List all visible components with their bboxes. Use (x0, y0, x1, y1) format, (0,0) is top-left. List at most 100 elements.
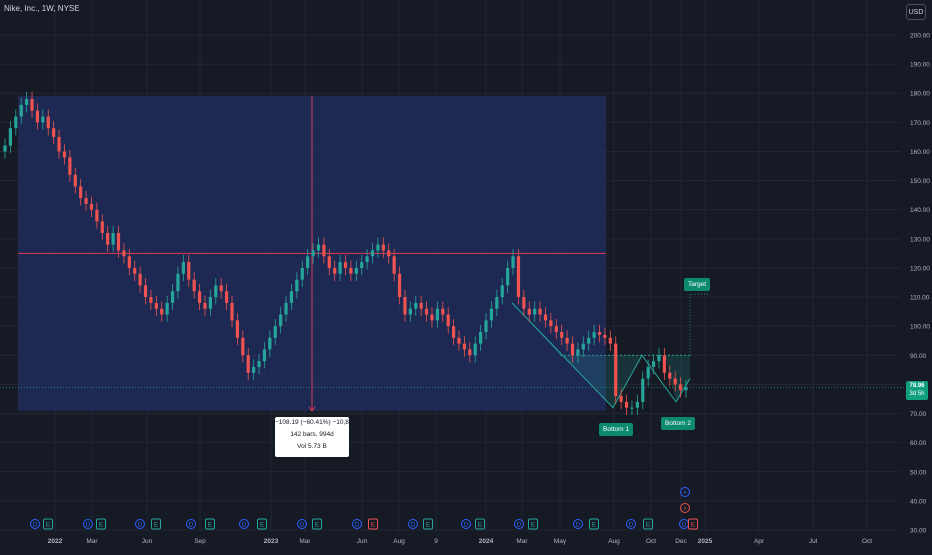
candle (668, 372, 672, 379)
candle (187, 262, 191, 280)
earnings-badge (43, 518, 53, 530)
y-tick-label: 160.00 (910, 149, 930, 156)
candle (581, 343, 585, 350)
candle (197, 291, 202, 303)
x-tick-label: Mar (299, 538, 311, 545)
measure-info-box: −108.19 (−60.41%) −10,819 142 bars, 994d… (275, 417, 356, 457)
dividend-marker: D (626, 519, 636, 529)
earnings-badge (257, 518, 267, 530)
y-tick-label: 60.00 (910, 440, 927, 447)
candle (143, 285, 148, 298)
x-tick-label: 9 (434, 538, 438, 545)
candle (95, 209, 99, 222)
candle (597, 332, 602, 335)
candle (262, 349, 267, 362)
candle (30, 99, 34, 111)
y-tick-label: 170.00 (910, 120, 930, 127)
candle (554, 326, 558, 332)
earnings-marker: E (257, 518, 267, 530)
candle (387, 250, 391, 257)
event-letter: D (576, 522, 581, 529)
bottom1-label[interactable]: Bottom 1 (599, 423, 634, 436)
candle (208, 297, 212, 309)
candle (181, 262, 185, 274)
dividend-badge (135, 519, 145, 529)
y-tick-label: 50.00 (910, 469, 927, 476)
dividend-badge (83, 519, 93, 529)
y-tick-label: 180.00 (910, 91, 930, 98)
dividend-marker: D (30, 519, 40, 529)
candle (349, 267, 353, 274)
candle (322, 244, 326, 257)
x-tick-label: Mar (516, 538, 528, 545)
candle (587, 337, 591, 344)
candle (84, 198, 88, 204)
target-label[interactable]: Target (684, 278, 711, 291)
x-tick-label: Jun (142, 538, 153, 545)
currency-button[interactable]: USD (906, 4, 926, 20)
earnings-badge (688, 518, 698, 530)
candle (3, 145, 7, 152)
dividend-badge (30, 519, 40, 529)
candle (549, 320, 553, 327)
candle (381, 244, 385, 251)
event-letter: E (154, 522, 159, 529)
x-tick-label: May (554, 538, 567, 545)
range-arrow (308, 406, 316, 412)
candle (35, 110, 40, 123)
y-tick-label: 70.00 (910, 411, 927, 418)
candle (273, 326, 277, 338)
dividend-badge (297, 519, 307, 529)
earnings-badge (96, 518, 106, 530)
dividend-marker: D (239, 519, 249, 529)
candle (100, 221, 104, 233)
candle (46, 116, 50, 129)
dividend-badge (408, 519, 418, 529)
candle (468, 349, 472, 356)
candle (684, 387, 688, 391)
candle (219, 285, 223, 292)
candle (68, 157, 72, 175)
candle (424, 308, 429, 315)
candle (635, 401, 639, 408)
candle (624, 401, 629, 408)
event-letter: D (682, 522, 687, 529)
candle (576, 349, 580, 356)
candle (257, 361, 261, 367)
event-letter: D (33, 522, 38, 529)
dividend-marker: D (186, 519, 196, 529)
candle (527, 308, 531, 315)
bottom2-label[interactable]: Bottom 2 (661, 417, 696, 430)
candle (570, 343, 575, 356)
candle (79, 186, 83, 199)
candle (533, 308, 537, 315)
dividend-marker: D (297, 519, 307, 529)
candle (592, 332, 596, 338)
candle (641, 378, 645, 402)
dividend-badge (573, 519, 583, 529)
event-letter: E (260, 522, 265, 529)
earnings-marker: E (528, 518, 538, 530)
candle (138, 273, 142, 286)
event-letter: D (517, 522, 522, 529)
x-tick-label: Aug (608, 538, 620, 545)
last-price-tag: 78.96 3d 5h (906, 381, 928, 400)
event-letter: E (478, 522, 483, 529)
x-tick-label: Oct (646, 538, 656, 545)
dividend-marker: D (352, 519, 362, 529)
candle (111, 233, 115, 245)
earnings-marker: E (475, 518, 485, 530)
event-letter: E (99, 522, 104, 529)
x-tick-label: Jun (357, 538, 368, 545)
earnings-badge (643, 518, 653, 530)
candle (8, 128, 13, 146)
candle (19, 104, 23, 117)
candle (133, 267, 137, 274)
candle (52, 128, 56, 137)
earnings-marker: E (643, 518, 653, 530)
x-tick-label: 2022 (48, 538, 63, 545)
candle (392, 256, 396, 274)
candle (414, 302, 418, 309)
